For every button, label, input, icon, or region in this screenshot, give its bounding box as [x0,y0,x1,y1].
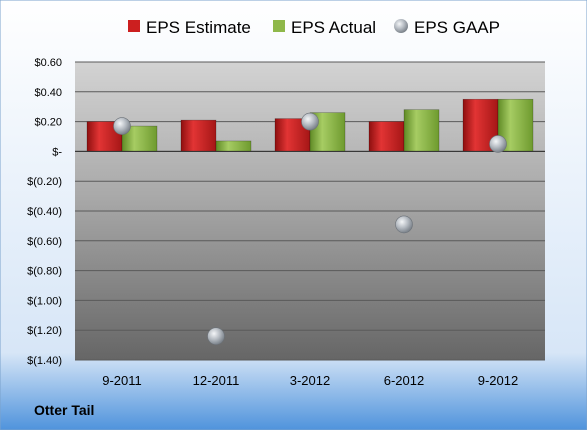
legend-swatch-actual [273,20,285,32]
y-tick-label: $(0.60) [27,236,62,248]
y-tick-label: $0.60 [34,57,62,69]
x-tick-label: 9-2012 [478,373,518,388]
legend-label-actual: EPS Actual [291,18,376,37]
point-eps-gaap [395,215,413,234]
legend-swatch-gaap [394,19,408,33]
y-tick-label: $(1.00) [27,295,62,307]
x-tick-label: 9-2011 [102,373,142,388]
x-axis-tick-labels: 9-2011 12-2011 3-2012 6-2012 9-2012 [102,373,518,388]
bar-eps-estimate [180,119,217,152]
legend-label-gaap: EPS GAAP [414,18,500,37]
point-eps-gaap [489,135,507,153]
bar-eps-actual [215,140,252,152]
y-tick-label: $(0.80) [27,266,62,278]
y-tick-label: $(0.20) [27,176,62,188]
x-tick-label: 12-2011 [193,373,240,388]
legend: EPS Estimate EPS Actual EPS GAAP [128,18,500,37]
company-name: Otter Tail [34,402,94,418]
x-tick-label: 6-2012 [384,373,424,388]
legend-label-estimate: EPS Estimate [146,18,251,37]
y-axis-tick-labels: $0.60 $0.40 $0.20 $- $(0.20) $(0.40) $(0.60) $(… [27,57,62,367]
y-tick-label: $(1.40) [27,355,62,367]
y-tick-label: $(1.20) [27,325,62,337]
gaap-points [113,112,507,345]
x-tick-label: 3-2012 [290,373,330,388]
bar-eps-actual [403,109,440,152]
y-tick-label: $- [52,146,62,158]
y-tick-label: $0.40 [34,87,62,99]
y-tick-label: $0.20 [34,117,62,129]
point-eps-gaap [301,112,319,131]
legend-swatch-estimate [128,20,140,32]
y-tick-label: $(0.40) [27,206,62,218]
bar-eps-estimate [368,121,405,152]
point-eps-gaap [113,117,131,135]
point-eps-gaap [207,327,225,345]
